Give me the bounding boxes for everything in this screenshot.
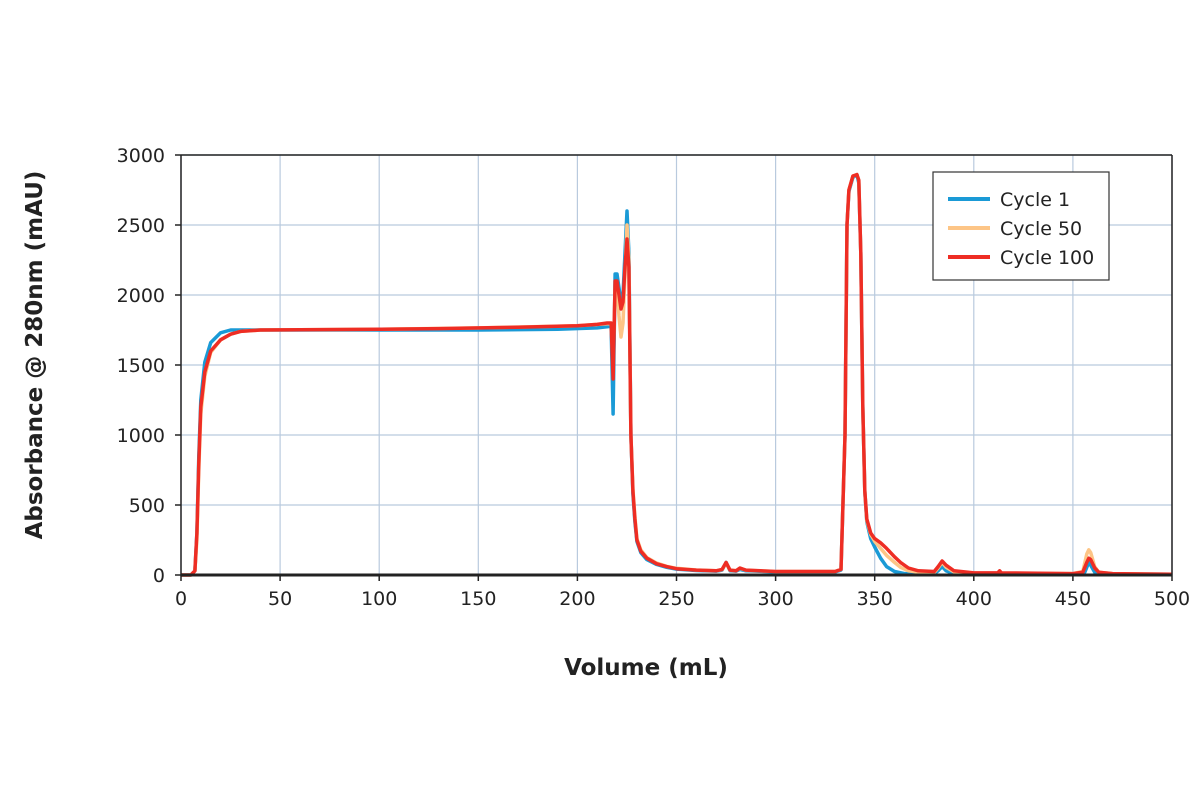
y-tick-label: 1000 [117, 425, 165, 447]
y-tick-label: 2500 [117, 215, 165, 237]
x-tick-label: 0 [175, 588, 187, 610]
y-tick-label: 500 [129, 495, 165, 517]
legend-label: Cycle 1 [1000, 189, 1070, 211]
x-tick-label: 50 [268, 588, 292, 610]
x-tick-label: 300 [757, 588, 793, 610]
legend-label: Cycle 100 [1000, 247, 1094, 269]
series-line-cycle-100 [181, 172, 1173, 577]
y-axis-label: Absorbance @ 280nm (mAU) [22, 171, 48, 540]
y-tick-label: 2000 [117, 285, 165, 307]
y-tick-label: 1500 [117, 355, 165, 377]
x-tick-label: 400 [956, 588, 992, 610]
x-tick-label: 500 [1154, 588, 1190, 610]
x-tick-label: 250 [658, 588, 694, 610]
y-tick-label: 3000 [117, 145, 165, 167]
x-axis-label: Volume (mL) [564, 655, 728, 681]
x-tick-label: 200 [559, 588, 595, 610]
x-tick-label: 450 [1055, 588, 1091, 610]
axes: 0 50 100 150 200 250 300 350 400 450 500 0 500 1000 15… [117, 145, 1190, 610]
x-tick-label: 100 [361, 588, 397, 610]
x-tick-label: 350 [857, 588, 893, 610]
x-tick-label: 150 [460, 588, 496, 610]
legend: Cycle 1 Cycle 50 Cycle 100 [932, 171, 1110, 281]
legend-label: Cycle 50 [1000, 218, 1082, 240]
y-tick-label: 0 [153, 565, 165, 587]
